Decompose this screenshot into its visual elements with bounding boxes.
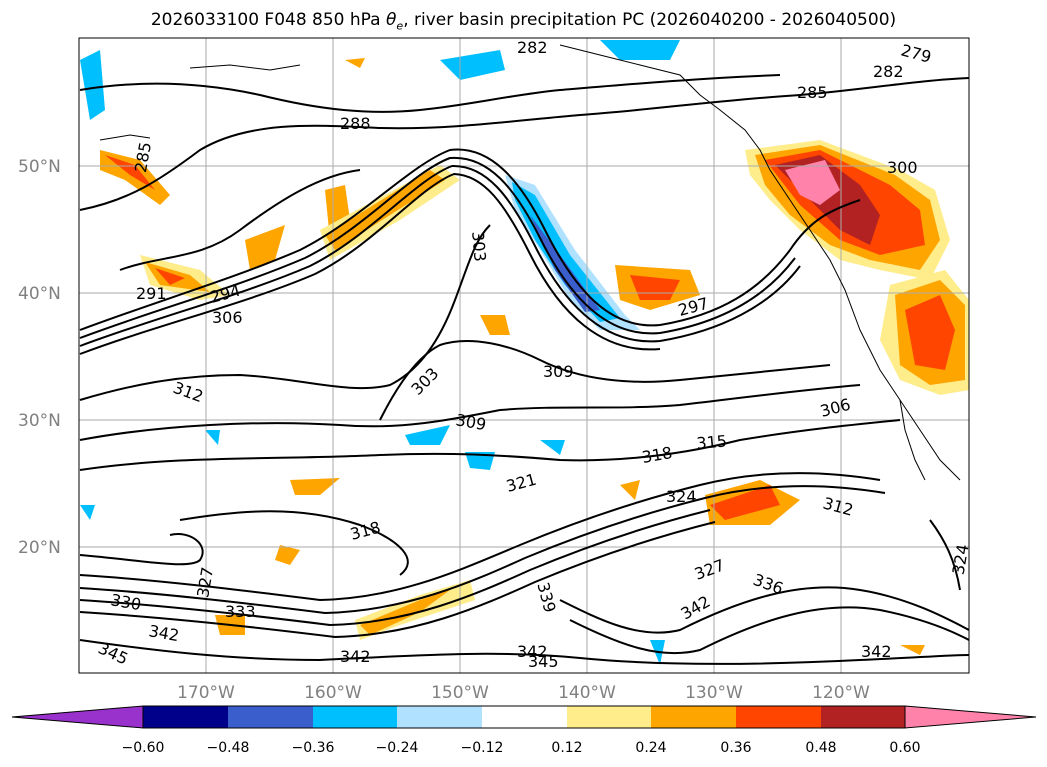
contour-label: 282 [517,38,548,57]
colorbar-extend-high [904,705,1037,729]
colorbar-segment [567,706,651,728]
colorbar-tick-label: −0.36 [292,740,335,756]
theta-e-contours [79,74,969,665]
lat-label: 50°N [18,157,61,177]
lon-label: 120°W [812,683,870,703]
lon-label: 140°W [558,683,616,703]
colorbar-segment [397,706,482,728]
contour-label: 303 [468,230,490,262]
lat-label: 30°N [18,411,61,431]
contour-label: 342 [517,642,548,661]
contour-label: 324 [666,487,697,506]
contour-label: 342 [340,647,371,666]
colorbar-segment [313,706,397,728]
contour-label: 285 [797,83,828,102]
colorbar-tick-label: 0.24 [635,740,666,756]
colorbar-segment [143,706,228,728]
colorbar-tick-label: −0.24 [376,740,419,756]
contour-label: 300 [887,158,918,177]
contour-label: 333 [225,602,256,621]
lat-label: 40°N [18,284,61,304]
colorbar-tick-label: 0.48 [805,740,836,756]
lon-label: 170°W [177,683,235,703]
colorbar-tick-label: 0.36 [720,740,751,756]
contour-label: 288 [340,114,371,133]
map-area: 282 279 282 285 288 285 300 303 291 294 … [79,38,973,673]
contour-label: 309 [543,362,574,381]
colorbar-tick-label: 0.12 [551,740,582,756]
contour-label: 306 [212,308,243,327]
colorbar-tick-label: −0.12 [461,740,504,756]
colorbar-tick-label: −0.48 [207,740,250,756]
colorbar-segment [821,706,905,728]
map-title: 2026033100 F048 850 hPa θe, river basin … [150,10,897,33]
lat-label: 20°N [18,538,61,558]
contour-label: 291 [136,284,167,303]
colorbar-segment [228,706,313,728]
contour-label: 315 [696,431,728,453]
colorbar-tick-label: 0.60 [889,740,920,756]
colorbar-tick-label: −0.60 [122,740,165,756]
longitude-labels: 170°W 160°W 150°W 140°W 130°W 120°W [177,683,870,703]
lon-label: 130°W [685,683,743,703]
lon-label: 150°W [431,683,489,703]
map-frame [78,37,970,674]
contour-label: 342 [861,642,892,661]
colorbar-extend-low [11,705,144,729]
contour-label: 324 [949,543,973,576]
colorbar-segment [482,706,567,728]
coastlines [99,44,961,481]
colorbar: −0.60 −0.48 −0.36 −0.24 −0.12 0.12 0.24 … [11,705,1037,756]
graticule [79,38,969,673]
colorbar-ticks: −0.60 −0.48 −0.36 −0.24 −0.12 0.12 0.24 … [122,740,921,756]
lon-label: 160°W [304,683,362,703]
colorbar-segment [736,706,821,728]
contour-label: 282 [873,62,904,81]
latitude-labels: 50°N 40°N 30°N 20°N [18,157,61,558]
colorbar-segment [651,706,736,728]
contour-label: 345 [528,652,559,671]
